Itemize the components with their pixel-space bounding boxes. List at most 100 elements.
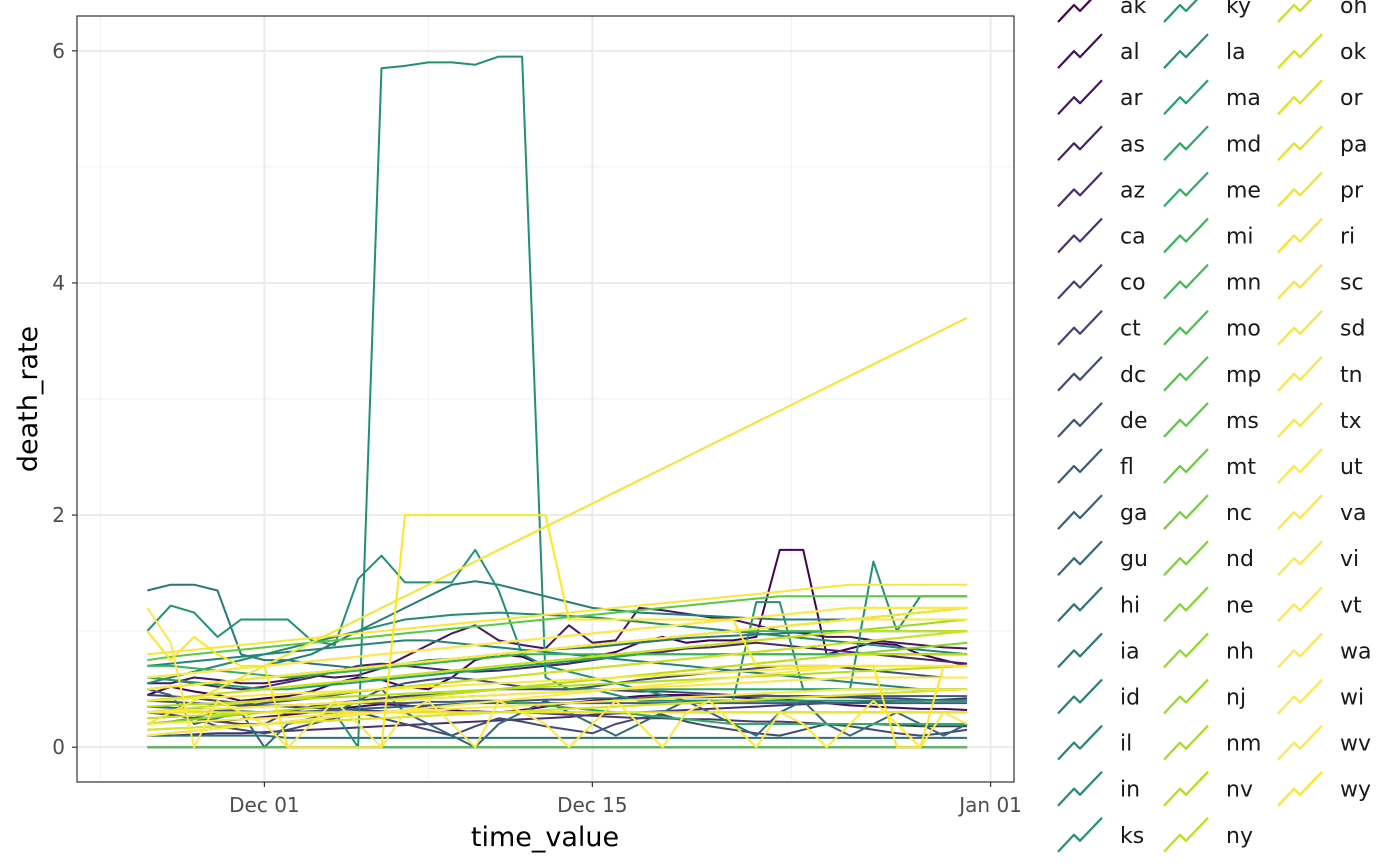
legend-label: mp — [1226, 363, 1261, 388]
legend-key — [1277, 263, 1323, 300]
legend-item-mi: mi — [1163, 217, 1254, 254]
legend-item-ak: ak — [1057, 0, 1146, 23]
legend-label: tn — [1340, 363, 1363, 388]
legend-label: de — [1120, 409, 1148, 434]
legend-key — [1163, 586, 1209, 623]
legend-item-ky: ky — [1163, 0, 1251, 23]
legend-item-nd: nd — [1163, 540, 1254, 576]
legend-label: il — [1120, 732, 1132, 757]
legend-item-ia: ia — [1057, 632, 1140, 669]
legend-label: mt — [1226, 455, 1256, 480]
legend-item-nm: nm — [1163, 724, 1261, 761]
legend-label: oh — [1340, 0, 1367, 19]
legend-key — [1057, 263, 1103, 300]
legend-key — [1057, 817, 1103, 853]
series-line-wy — [146, 514, 968, 749]
legend-key — [1057, 309, 1103, 346]
legend-item-wa: wa — [1277, 632, 1371, 669]
plot-border — [76, 15, 1015, 783]
legend-key — [1277, 494, 1323, 530]
legend-label: ri — [1340, 225, 1355, 250]
legend-label: md — [1226, 132, 1261, 157]
legend-key — [1057, 125, 1103, 162]
legend-key — [1277, 33, 1323, 69]
legend-label: nd — [1226, 547, 1254, 572]
legend-item-mn: mn — [1163, 263, 1261, 300]
legend-label: ms — [1226, 409, 1259, 434]
series-line-ok — [147, 630, 968, 714]
legend-item-vt: vt — [1277, 586, 1362, 623]
series-line-hi — [147, 734, 968, 739]
legend-item-as: as — [1057, 125, 1145, 162]
legend-item-sd: sd — [1277, 309, 1365, 346]
series-line-ri — [146, 316, 968, 725]
legend-item-ar: ar — [1057, 79, 1143, 115]
legend-item-co: co — [1057, 263, 1146, 300]
legend-item-ne: ne — [1163, 586, 1253, 623]
legend-item-id: id — [1057, 678, 1140, 715]
legend-item-de: de — [1057, 402, 1148, 438]
y-tick-label: 4 — [52, 271, 65, 295]
legend-key — [1057, 171, 1103, 208]
legend-key — [1277, 309, 1323, 346]
legend-label: dc — [1120, 363, 1146, 388]
legend-item-az: az — [1057, 171, 1145, 208]
legend-key — [1163, 678, 1209, 715]
legend-key — [1277, 448, 1323, 484]
legend-item-tx: tx — [1277, 402, 1362, 438]
legend-key — [1277, 678, 1323, 715]
legend-key — [1163, 171, 1209, 208]
legend-item-dc: dc — [1057, 356, 1146, 392]
legend-item-ut: ut — [1277, 448, 1363, 484]
legend-label: gu — [1120, 547, 1148, 572]
legend-item-tn: tn — [1277, 356, 1363, 392]
legend-key — [1277, 724, 1323, 761]
legend-item-gu: gu — [1057, 540, 1148, 576]
x-tick-label: Dec 15 — [557, 793, 628, 817]
legend-key — [1277, 217, 1323, 254]
legend-key — [1057, 724, 1103, 761]
legend-label: ut — [1340, 455, 1363, 480]
legend-item-sc: sc — [1277, 263, 1364, 300]
legend-item-ga: ga — [1057, 494, 1147, 530]
legend-label: ga — [1120, 501, 1147, 526]
legend-label: wi — [1340, 686, 1364, 711]
series-line-tn — [147, 618, 968, 691]
series-lines — [146, 55, 968, 749]
legend-key — [1057, 402, 1103, 438]
legend-label: wa — [1340, 639, 1371, 664]
legend-label: tx — [1340, 409, 1362, 434]
legend-item-ny: ny — [1163, 817, 1253, 853]
legend-label: hi — [1120, 593, 1140, 618]
legend-item-nv: nv — [1163, 770, 1253, 807]
legend-item-ca: ca — [1057, 217, 1146, 254]
legend-label: az — [1120, 178, 1145, 203]
y-axis-ticks: 0 2 4 6 — [52, 39, 77, 759]
series-line-id — [147, 580, 968, 679]
legend-item-nh: nh — [1163, 632, 1254, 669]
series-line-vt — [147, 664, 968, 737]
legend-item-la: la — [1163, 33, 1246, 69]
legend-label: nj — [1226, 686, 1246, 711]
legend-item-wy: wy — [1277, 770, 1371, 807]
legend-label: nh — [1226, 639, 1254, 664]
legend-label: ks — [1120, 824, 1144, 849]
legend-item-pr: pr — [1277, 171, 1364, 208]
legend-item-mt: mt — [1163, 448, 1256, 484]
legend-key — [1163, 770, 1209, 807]
legend-key — [1163, 724, 1209, 761]
legend-key — [1163, 263, 1209, 300]
legend-label: wy — [1340, 778, 1371, 803]
legend-label: co — [1120, 271, 1146, 296]
legend-item-mp: mp — [1163, 356, 1261, 392]
legend-key — [1163, 356, 1209, 392]
legend-key — [1277, 356, 1323, 392]
legend-label: ia — [1120, 639, 1140, 664]
legend-label: me — [1226, 178, 1261, 203]
x-axis-ticks: Dec 01 Dec 15 Jan 01 — [229, 782, 1022, 817]
legend-item-il: il — [1057, 724, 1132, 761]
legend-key — [1163, 217, 1209, 254]
legend-item-or: or — [1277, 79, 1363, 115]
legend-item-nc: nc — [1163, 494, 1252, 530]
legend-key — [1057, 33, 1103, 69]
